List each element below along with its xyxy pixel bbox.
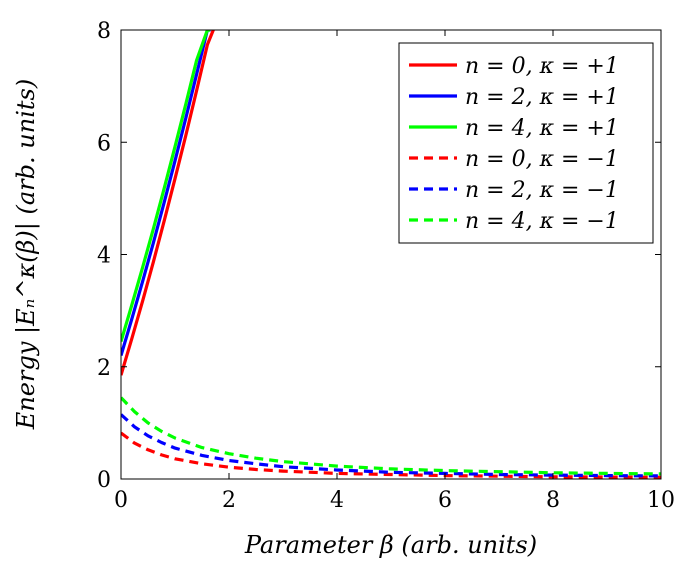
series-line-5 [121, 396, 661, 476]
y-tick-label: 6 [97, 131, 111, 156]
series-layer [121, 30, 661, 479]
legend-label: n = 2, κ = −1 [465, 178, 619, 203]
x-tick-label: 8 [546, 488, 560, 513]
legend-label: n = 2, κ = +1 [465, 85, 619, 110]
legend-box [398, 42, 654, 244]
y-tick-label: 2 [97, 356, 111, 381]
legend-label: n = 0, κ = +1 [465, 54, 619, 79]
y-axis-title: Energy |Eₙ^κ(β)| (arb. units) [12, 79, 41, 430]
x-tick-label: 4 [330, 488, 344, 513]
series-line-3 [121, 431, 661, 479]
series-line-1 [121, 30, 211, 356]
x-tick-label: 2 [222, 488, 236, 513]
x-tick-label: 0 [114, 488, 128, 513]
ticks-layer: 0 2 4 6 8 10 0 2 4 6 8 [97, 19, 675, 513]
y-tick-label: 0 [97, 468, 111, 493]
series-line-0 [121, 30, 215, 376]
legend-label: n = 4, κ = +1 [465, 116, 619, 141]
legend-label: n = 0, κ = −1 [465, 147, 619, 172]
legend: n = 0, κ = +1 n = 2, κ = +1 n = 4, κ = +1 n… [398, 42, 654, 244]
y-tick-label: 4 [97, 244, 111, 269]
series-line-4 [121, 413, 661, 478]
series-line-2 [121, 30, 211, 342]
x-axis-title: Parameter β (arb. units) [244, 531, 537, 559]
legend-label: n = 4, κ = −1 [465, 209, 619, 234]
x-tick-label: 6 [438, 488, 452, 513]
x-tick-label: 10 [647, 488, 675, 513]
y-tick-label: 8 [97, 19, 111, 44]
